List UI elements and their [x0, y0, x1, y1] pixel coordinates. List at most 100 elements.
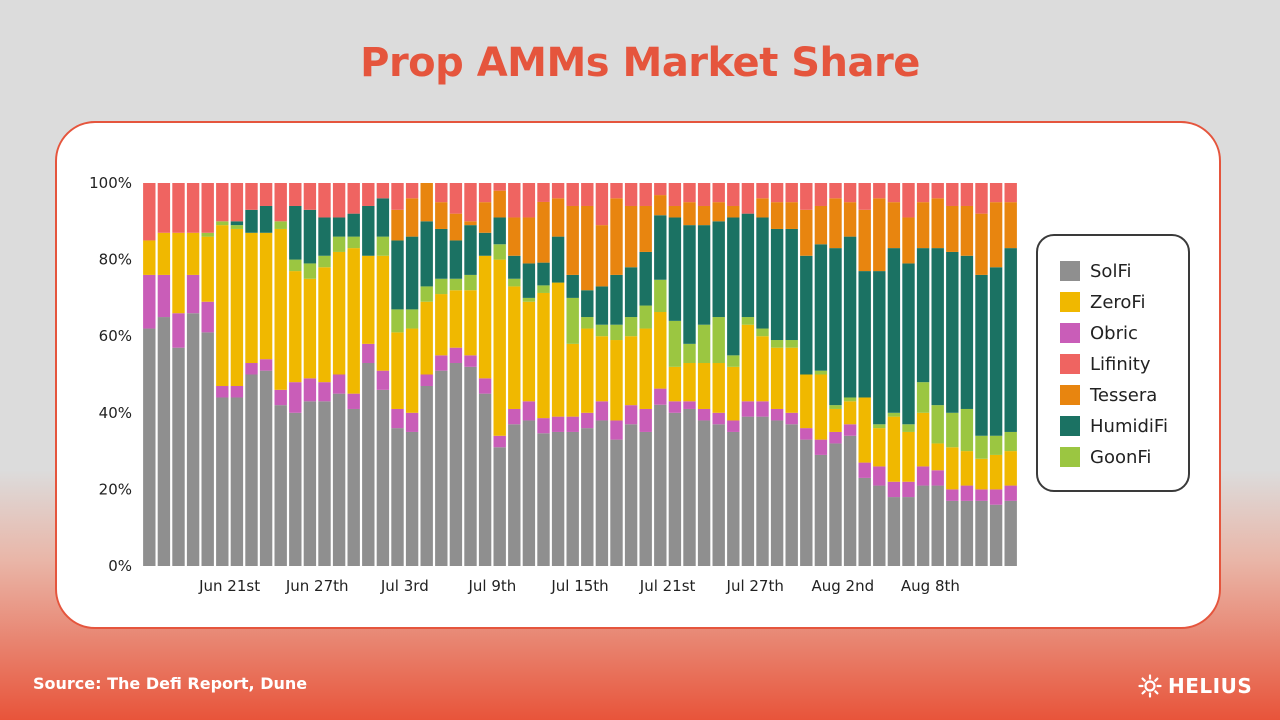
bar-segment-tessera — [668, 205, 682, 218]
bar-segment-lifinity — [946, 183, 959, 206]
bar-stack — [347, 183, 360, 566]
bar-segment-goonfi — [610, 324, 623, 341]
bar-segment-lifinity — [1004, 183, 1017, 203]
bar-segment-zerofi — [230, 228, 244, 386]
bar-segment-lifinity — [683, 183, 696, 203]
bar-segment-humidifi — [259, 205, 273, 233]
bar-segment-tessera — [785, 202, 798, 229]
bar-segment-solfi — [376, 389, 390, 566]
bar-segment-goonfi — [595, 324, 609, 337]
bar-segment-humidifi — [800, 255, 813, 375]
bar-segment-solfi — [975, 500, 988, 566]
bar-segment-goonfi — [435, 278, 448, 295]
bar-segment-lifinity — [362, 183, 375, 206]
bar-segment-solfi — [887, 497, 901, 566]
bar-segment-solfi — [216, 397, 229, 566]
bar-segment-obric — [157, 274, 171, 318]
bar-segment-tessera — [537, 201, 550, 263]
bar-segment-solfi — [902, 497, 915, 566]
bar-segment-lifinity — [960, 183, 974, 206]
bar-segment-solfi — [362, 363, 375, 566]
bar-segment-humidifi — [639, 251, 652, 306]
bar-segment-solfi — [259, 370, 273, 566]
bar-segment-solfi — [712, 424, 725, 566]
bar-stack — [493, 183, 506, 566]
bar-segment-goonfi — [887, 412, 901, 417]
bar-segment-solfi — [435, 370, 448, 566]
y-tick-label: 60% — [99, 327, 132, 345]
legend-item-solfi: SolFi — [1060, 259, 1131, 283]
bar-segment-goonfi — [727, 355, 740, 367]
bar-segment-lifinity — [332, 183, 346, 218]
bar-stack — [405, 183, 419, 566]
bar-segment-tessera — [405, 198, 419, 237]
bar-segment-lifinity — [639, 183, 652, 206]
bar-segment-obric — [537, 418, 550, 434]
bar-segment-tessera — [508, 217, 521, 256]
bar-segment-tessera — [639, 205, 652, 252]
bar-stack — [654, 183, 667, 566]
bar-segment-tessera — [464, 221, 477, 226]
bar-segment-lifinity — [697, 183, 711, 206]
page-title: Prop AMMs Market Share — [360, 40, 920, 86]
bar-segment-zerofi — [551, 282, 565, 417]
legend-label: GoonFi — [1090, 446, 1152, 468]
bar-stack — [741, 183, 755, 566]
bar-segment-solfi — [741, 416, 755, 566]
bar-segment-solfi — [566, 431, 579, 566]
bar-segment-solfi — [654, 404, 667, 566]
bar-segment-humidifi — [770, 228, 784, 341]
bar-segment-lifinity — [624, 183, 638, 206]
bar-segment-obric — [931, 470, 944, 486]
bar-segment-obric — [435, 355, 448, 371]
bar-segment-lifinity — [318, 183, 331, 218]
bar-segment-obric — [946, 489, 959, 501]
bar-segment-humidifi — [405, 236, 419, 310]
bar-segment-obric — [391, 408, 404, 429]
x-tick-label: Jun 21st — [198, 577, 260, 595]
bar-segment-zerofi — [975, 458, 988, 490]
bar-stack — [230, 183, 244, 566]
bar-segment-zerofi — [245, 232, 258, 364]
x-tick-label: Jul 15th — [550, 577, 608, 595]
bar-segment-obric — [668, 401, 682, 413]
bar-segment-zerofi — [712, 363, 725, 413]
bar-stack — [464, 183, 477, 566]
bar-segment-goonfi — [697, 324, 711, 364]
bar-segment-humidifi — [435, 228, 448, 279]
bar-stack — [537, 183, 550, 566]
y-tick-label: 100% — [89, 174, 132, 192]
bar-stack — [829, 183, 842, 566]
bar-segment-solfi — [186, 313, 200, 566]
bar-segment-zerofi — [668, 366, 682, 402]
bar-stack — [785, 183, 798, 566]
bar-segment-tessera — [522, 217, 536, 264]
bar-segment-lifinity — [172, 183, 185, 233]
bar-segment-zerofi — [756, 336, 769, 402]
bar-stack — [449, 183, 463, 566]
bar-segment-tessera — [975, 213, 988, 275]
bar-segment-tessera — [566, 205, 579, 275]
bar-segment-humidifi — [464, 225, 477, 275]
bar-segment-zerofi — [216, 225, 229, 386]
bar-segment-obric — [405, 412, 419, 432]
bar-segment-zerofi — [843, 401, 857, 425]
legend-item-zerofi: ZeroFi — [1060, 290, 1145, 314]
bar-segment-zerofi — [946, 447, 959, 490]
bar-segment-humidifi — [420, 221, 433, 287]
bar-segment-solfi — [727, 431, 740, 566]
bar-segment-zerofi — [435, 294, 448, 356]
bar-stack — [843, 183, 857, 566]
bar-stack — [712, 183, 725, 566]
bar-stack — [931, 183, 944, 566]
bar-segment-tessera — [814, 205, 828, 245]
bar-segment-solfi — [522, 420, 536, 566]
bar-segment-humidifi — [522, 263, 536, 298]
bar-segment-obric — [989, 489, 1003, 505]
bar-segment-solfi — [537, 433, 550, 566]
bar-segment-zerofi — [829, 408, 842, 432]
bar-segment-solfi — [464, 366, 477, 566]
bar-segment-lifinity — [785, 183, 798, 203]
bar-segment-solfi — [873, 485, 886, 566]
y-tick-label: 80% — [99, 251, 132, 269]
